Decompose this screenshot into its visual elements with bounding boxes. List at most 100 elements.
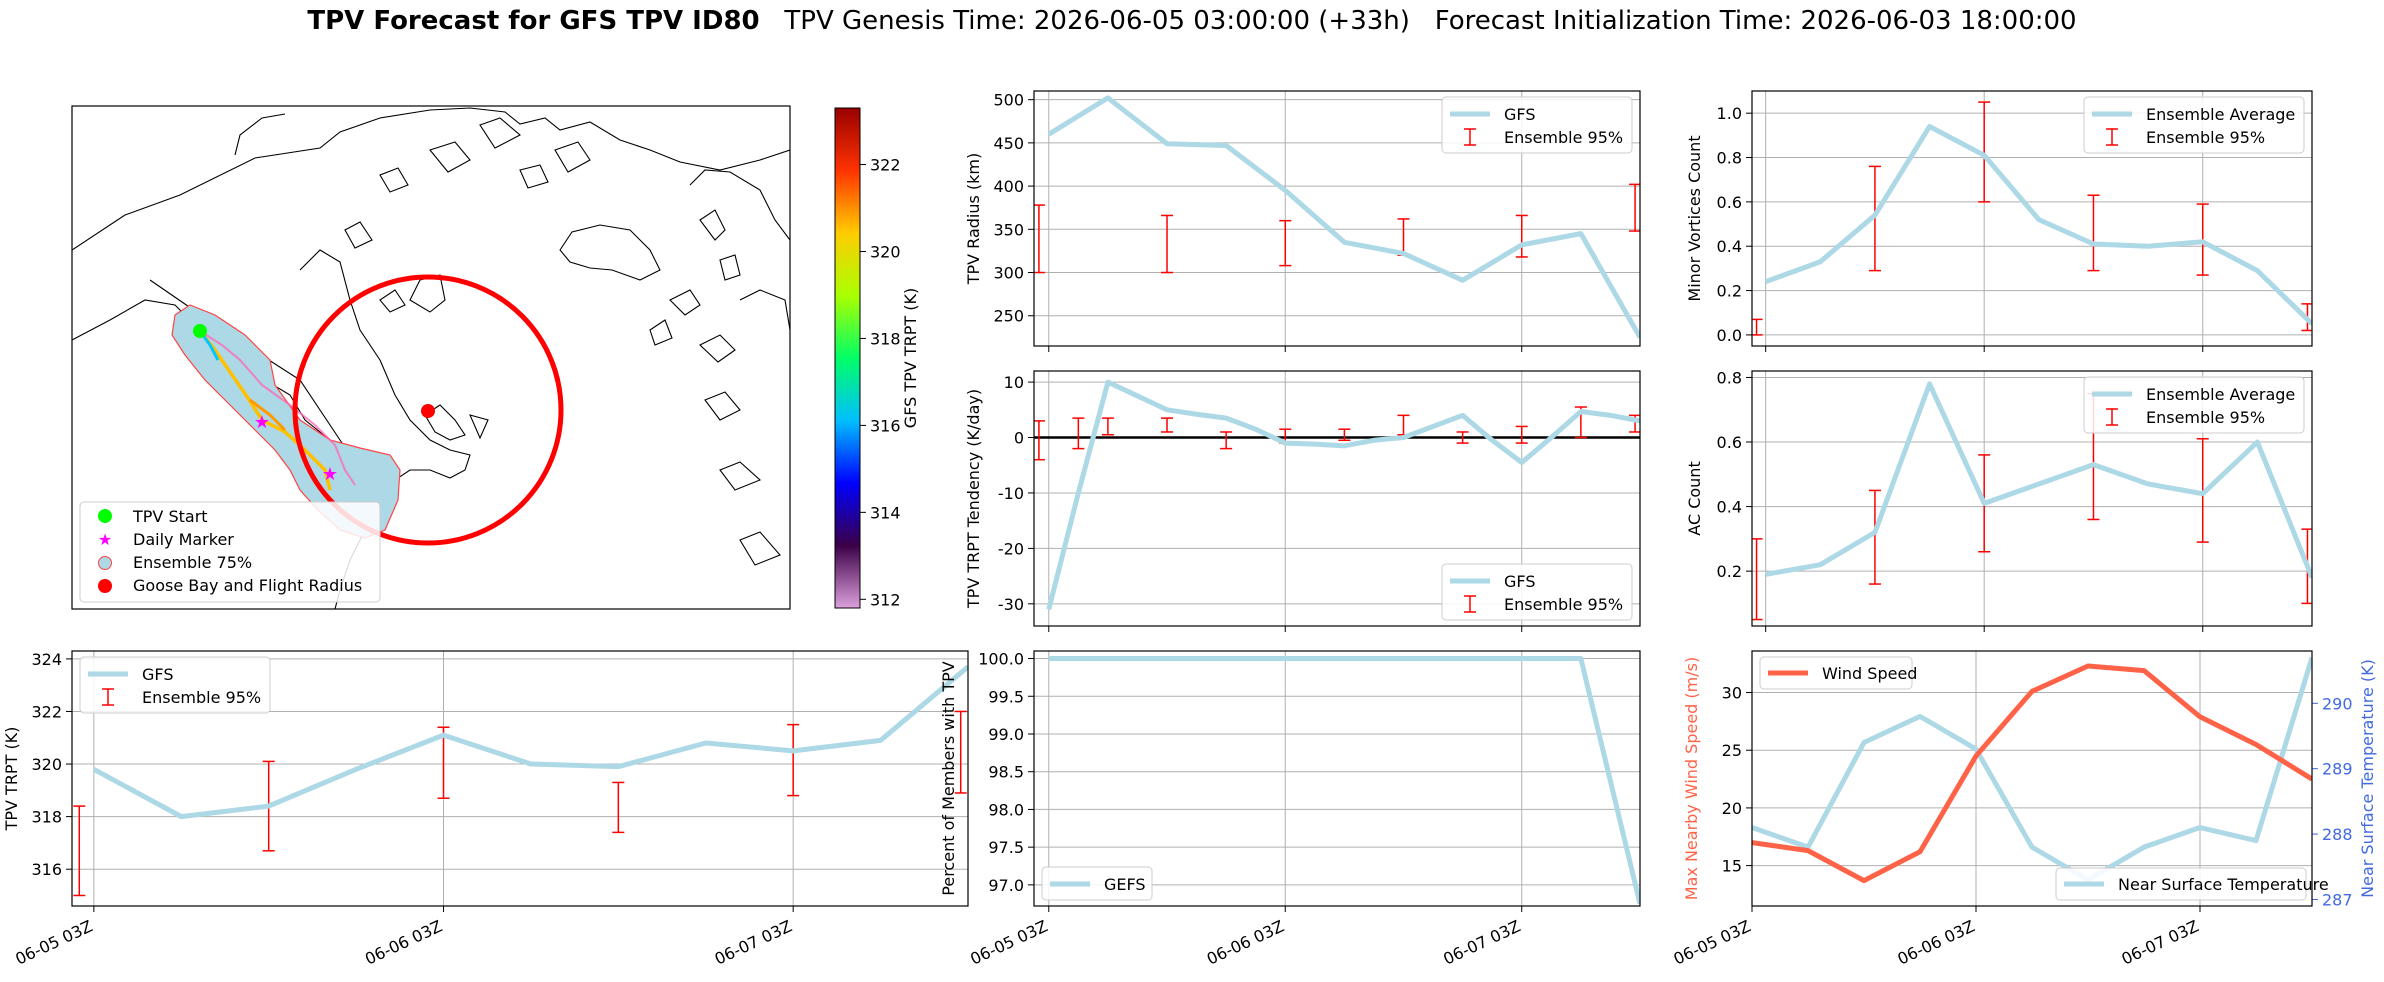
axes-frame xyxy=(1033,650,1641,907)
legend-box xyxy=(79,656,271,714)
y-tick-label: 99.5 xyxy=(988,687,1024,706)
figure-title-rest: TPV Genesis Time: 2026-06-05 03:00:00 (+… xyxy=(759,6,2077,36)
x-tick-label: 06-05 03Z xyxy=(12,916,95,968)
y-axis-label: Percent of Members with TPV xyxy=(939,661,958,895)
y-tick-label: 1.0 xyxy=(1717,104,1742,123)
colorbar-strip xyxy=(834,107,861,609)
colorbar-label: GFS TPV TRPT (K) xyxy=(901,288,920,428)
x-tick-label: 06-05 03Z xyxy=(1671,916,1754,968)
y-tick-label: 400 xyxy=(993,177,1024,196)
chart-radius: 250 300 350 400 450 500 TPV Radius (km) GFS Ense… xyxy=(964,90,1641,352)
series-line xyxy=(1764,123,2312,326)
tpv-start-marker xyxy=(193,324,207,338)
y-tick-label: 0.6 xyxy=(1717,433,1742,452)
y-tick-label: 98.5 xyxy=(988,763,1024,782)
legend-box xyxy=(1441,96,1633,154)
colorbar-tick-label: 318 xyxy=(870,329,901,348)
tpv-track-pink xyxy=(199,330,356,486)
figure-title: TPV Forecast for GFS TPV ID80 TPV Genesi… xyxy=(0,6,2384,36)
y-tick-label: 0.8 xyxy=(1717,368,1742,387)
chart-legend: GFS Ensemble 95% xyxy=(79,656,271,714)
plot-area xyxy=(1752,371,2312,626)
y-tick-label: 15 xyxy=(1722,857,1742,876)
tpv-track-orange xyxy=(249,398,287,432)
plot-area xyxy=(1752,91,2312,346)
y-axis-label: Minor Vortices Count xyxy=(1685,135,1704,301)
y-tick-label: 0.2 xyxy=(1717,562,1742,581)
series-line xyxy=(1048,656,1640,905)
map-legend: ★ TPV Start Daily Marker Ensemble 75% Go… xyxy=(79,501,381,603)
series-line xyxy=(1765,381,2312,579)
colorbar-tick-label: 322 xyxy=(870,156,901,175)
legend-tpv-start-icon xyxy=(98,509,112,523)
ensemble-95-error-bars xyxy=(73,710,967,897)
y-tick-label: -20 xyxy=(998,539,1024,558)
y-tick-label: 318 xyxy=(31,808,62,827)
series-line xyxy=(92,664,968,820)
axes-frame xyxy=(1751,650,2313,907)
axes-frame xyxy=(1751,90,2313,347)
wind-speed-line xyxy=(1752,663,2312,884)
y-tick-label: 250 xyxy=(993,307,1024,326)
legend-box xyxy=(2055,867,2307,901)
y-axis-label: TPV TRPT Tendency (K/day) xyxy=(964,389,983,609)
chart-legend: GEFS xyxy=(1041,866,1153,901)
y-tick-label: 350 xyxy=(993,220,1024,239)
plot-area xyxy=(1034,91,1640,346)
chart-legend: Wind Speed Near Surface Temperature xyxy=(1759,656,2329,901)
y-tick-label: -30 xyxy=(998,595,1024,614)
legend-ensemble-icon xyxy=(98,556,112,570)
chart-legend: GFS Ensemble 95% xyxy=(1441,96,1633,154)
ensemble-95-error-bars xyxy=(1034,183,1640,274)
y-tick-label: 0.2 xyxy=(1717,282,1742,301)
y-tick-label: 20 xyxy=(1722,799,1742,818)
colorbar-tick-label: 320 xyxy=(870,242,901,261)
y-tick-label: 0.6 xyxy=(1717,193,1742,212)
legend-goose-bay-label: Goose Bay and Flight Radius xyxy=(133,576,362,595)
chart-legend: Ensemble Average Ensemble 95% xyxy=(2083,376,2305,434)
y-axis-label: AC Count xyxy=(1685,461,1704,535)
y-tick-label: 316 xyxy=(31,860,62,879)
colorbar-tick-label: 316 xyxy=(870,416,901,435)
y-axis-label: TPV Radius (km) xyxy=(964,153,983,286)
legend-daily-marker-icon: ★ xyxy=(98,530,112,549)
map-legend-box xyxy=(79,501,381,603)
y-right-tick-label: 288 xyxy=(2322,825,2353,844)
y-tick-label: 0 xyxy=(1014,429,1024,448)
island-outline xyxy=(559,224,661,281)
y-right-axis-label: Near Surface Temperature (K) xyxy=(2358,659,2377,898)
legend-label: Ensemble 95% xyxy=(2146,408,2265,427)
axes-frame xyxy=(1033,370,1641,627)
legend-tpv-start-label: TPV Start xyxy=(132,507,208,526)
y-tick-label: 97.5 xyxy=(988,838,1024,857)
ensemble-95-error-bars xyxy=(1034,406,1640,461)
figure-title-bold: TPV Forecast for GFS TPV ID80 xyxy=(307,6,760,36)
legend-label: Wind Speed xyxy=(1822,664,1917,683)
y-tick-label: 10 xyxy=(1004,373,1024,392)
series-line xyxy=(1047,95,1640,339)
y-tick-label: 97.0 xyxy=(988,876,1024,895)
legend-daily-marker-label: Daily Marker xyxy=(133,530,234,549)
y-tick-label: 0.4 xyxy=(1717,237,1742,256)
y-tick-label: 324 xyxy=(31,650,62,669)
axes-frame xyxy=(71,650,969,907)
y-axis-label: TPV TRPT (K) xyxy=(2,727,21,832)
x-tick-label: 06-06 03Z xyxy=(1204,916,1287,968)
y-tick-label: 100.0 xyxy=(978,650,1024,669)
y-tick-label: 500 xyxy=(993,91,1024,110)
tpv-track-yellow xyxy=(198,329,332,491)
legend-label: Near Surface Temperature xyxy=(2118,875,2329,894)
legend-label: GFS xyxy=(1504,572,1535,591)
y-tick-label: 98.0 xyxy=(988,800,1024,819)
chart-wind_temp: 287 288 289 290 Near Surface Temperature (K)… xyxy=(1671,650,2377,969)
x-tick-label: 06-05 03Z xyxy=(967,916,1050,968)
colorbar-tick-label: 312 xyxy=(870,590,901,609)
y-tick-label: 25 xyxy=(1722,741,1742,760)
colorbar-tick-label: 314 xyxy=(870,503,901,522)
y-right-tick-label: 287 xyxy=(2322,890,2353,909)
legend-box xyxy=(1041,866,1153,901)
ensemble-75-region xyxy=(171,304,401,539)
legend-label: Ensemble Average xyxy=(2146,385,2295,404)
chart-trpt: 316 318 320 322 324 TPV TRPT (K) 06-05 03Z 06-0… xyxy=(2,650,969,969)
y-tick-label: 450 xyxy=(993,134,1024,153)
